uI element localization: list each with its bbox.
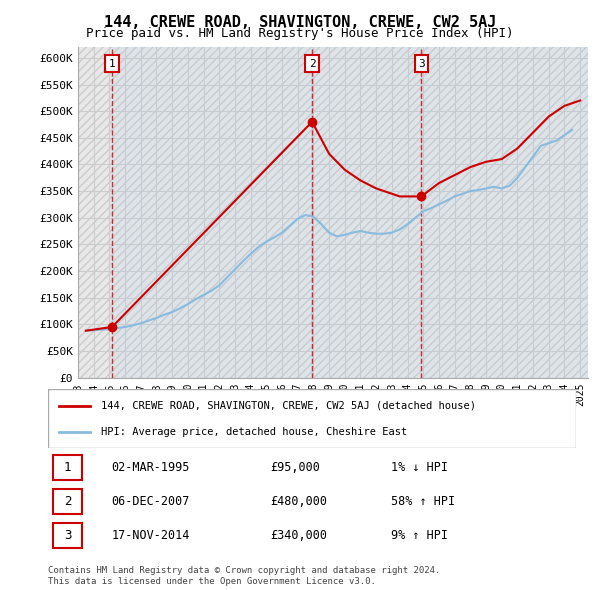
FancyBboxPatch shape — [48, 389, 576, 448]
Bar — [112, 47, 312, 378]
Text: 02-MAR-1995: 02-MAR-1995 — [112, 461, 190, 474]
Bar — [312, 47, 421, 378]
Text: Price paid vs. HM Land Registry's House Price Index (HPI): Price paid vs. HM Land Registry's House … — [86, 27, 514, 40]
Text: £480,000: £480,000 — [270, 495, 327, 508]
Text: Contains HM Land Registry data © Crown copyright and database right 2024.
This d: Contains HM Land Registry data © Crown c… — [48, 566, 440, 586]
Text: 1: 1 — [64, 461, 71, 474]
Text: £95,000: £95,000 — [270, 461, 320, 474]
FancyBboxPatch shape — [53, 489, 82, 514]
Text: HPI: Average price, detached house, Cheshire East: HPI: Average price, detached house, Ches… — [101, 427, 407, 437]
Text: £340,000: £340,000 — [270, 529, 327, 542]
Text: 06-DEC-2007: 06-DEC-2007 — [112, 495, 190, 508]
Text: 144, CREWE ROAD, SHAVINGTON, CREWE, CW2 5AJ: 144, CREWE ROAD, SHAVINGTON, CREWE, CW2 … — [104, 15, 496, 30]
Text: 2: 2 — [309, 59, 316, 68]
Text: 144, CREWE ROAD, SHAVINGTON, CREWE, CW2 5AJ (detached house): 144, CREWE ROAD, SHAVINGTON, CREWE, CW2 … — [101, 401, 476, 411]
FancyBboxPatch shape — [53, 523, 82, 548]
Text: 1% ↓ HPI: 1% ↓ HPI — [391, 461, 448, 474]
Text: 2: 2 — [64, 495, 71, 508]
Text: 9% ↑ HPI: 9% ↑ HPI — [391, 529, 448, 542]
Text: 3: 3 — [64, 529, 71, 542]
Text: 58% ↑ HPI: 58% ↑ HPI — [391, 495, 455, 508]
FancyBboxPatch shape — [53, 455, 82, 480]
Text: 3: 3 — [418, 59, 425, 68]
Bar — [421, 47, 588, 378]
Text: 17-NOV-2014: 17-NOV-2014 — [112, 529, 190, 542]
Text: 1: 1 — [109, 59, 115, 68]
